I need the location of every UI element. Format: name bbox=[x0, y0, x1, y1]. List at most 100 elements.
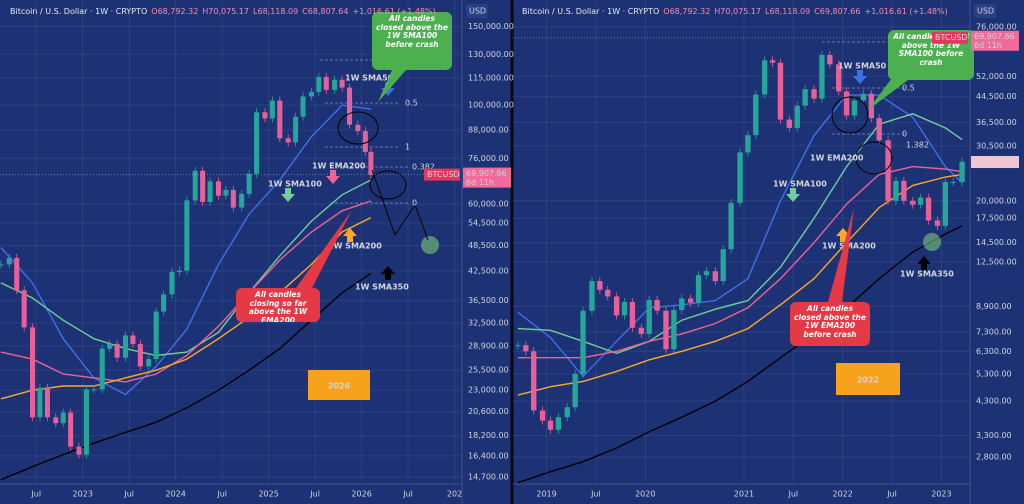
x-tick-label: 2021 bbox=[734, 490, 754, 499]
x-tick-label: Jul bbox=[30, 490, 41, 499]
callout: All candles closed above the 1W EMA200 b… bbox=[794, 304, 866, 338]
header: Bitcoin / U.S. Dollar · 1W · CRYPTO O68,7… bbox=[10, 7, 436, 16]
candle bbox=[827, 54, 833, 65]
candle bbox=[679, 298, 685, 310]
y-tick-label: 14,500.00 bbox=[976, 238, 1017, 247]
y-tick-label: 32,500.00 bbox=[468, 319, 509, 328]
symbol-tag-label: BTCUSD bbox=[935, 33, 968, 42]
y-tick-label: 88,000.00 bbox=[468, 125, 509, 134]
y-tick-label: 23,000.00 bbox=[468, 386, 509, 395]
pointer-arrow bbox=[786, 188, 800, 202]
candle bbox=[836, 64, 842, 92]
highlight-ellipse bbox=[337, 111, 379, 145]
ma-line bbox=[0, 179, 372, 357]
plot-area bbox=[515, 41, 967, 484]
candle bbox=[355, 124, 361, 132]
candle bbox=[802, 89, 808, 106]
y-tick-label: 150,000.00 bbox=[468, 22, 514, 31]
unit-box bbox=[466, 4, 488, 18]
candle bbox=[316, 76, 322, 92]
callout-text: All candles closing so far above the 1W … bbox=[248, 290, 308, 322]
series-label: 1W SMA200 bbox=[328, 242, 382, 251]
candle bbox=[0, 264, 4, 266]
callout-text: All candles closed above the 1W SMA100 b… bbox=[376, 14, 448, 49]
x-tick-label: Jul bbox=[886, 490, 897, 499]
candle bbox=[293, 116, 299, 143]
pointer-arrow bbox=[853, 70, 867, 84]
candle bbox=[68, 412, 74, 447]
callout-tail bbox=[296, 210, 352, 288]
candle bbox=[323, 76, 329, 90]
x-tick-label: 202 bbox=[447, 490, 462, 499]
y-tick-label: 115,000.00 bbox=[468, 74, 514, 83]
ohlc-value: H70,075.17 bbox=[202, 7, 249, 16]
candle bbox=[254, 112, 260, 174]
y-tick-label: 20,600.00 bbox=[468, 407, 509, 416]
callout: All candles closed above the 1W SMA100 b… bbox=[376, 14, 448, 49]
highlight-ellipse bbox=[855, 141, 893, 175]
pointer-arrow bbox=[836, 228, 850, 242]
candle bbox=[277, 100, 283, 139]
candle bbox=[332, 79, 338, 90]
candle bbox=[14, 257, 20, 291]
candle bbox=[777, 62, 784, 120]
x-tick-label: 2022 bbox=[832, 490, 852, 499]
ma-line bbox=[0, 200, 372, 383]
ohlc-value: O68,792.32 bbox=[663, 7, 710, 16]
candle bbox=[169, 272, 175, 295]
pointer-arrow bbox=[281, 188, 295, 202]
countdown: 6d 11h bbox=[974, 41, 1002, 50]
header: Bitcoin / U.S. Dollar · 1W · CRYPTO O68,7… bbox=[522, 7, 948, 16]
target-dot bbox=[923, 233, 941, 251]
price-tag-label: 69,907.66 bbox=[466, 169, 507, 178]
ma-line bbox=[517, 165, 963, 359]
candle bbox=[786, 119, 793, 128]
candle bbox=[230, 189, 236, 208]
fib-label: 1 bbox=[405, 143, 410, 152]
price-tag bbox=[463, 167, 511, 188]
symbol-title: Bitcoin / U.S. Dollar · 1W · CRYPTO bbox=[10, 7, 147, 16]
candle bbox=[246, 173, 252, 194]
candle bbox=[91, 389, 97, 391]
candle bbox=[901, 180, 907, 201]
callout-tail bbox=[828, 208, 854, 302]
candle bbox=[53, 417, 59, 424]
price-tag bbox=[971, 30, 1019, 51]
candle bbox=[215, 181, 221, 196]
x-tick-label: 2025 bbox=[258, 490, 278, 499]
candle bbox=[362, 131, 368, 152]
candle bbox=[161, 294, 167, 312]
candle bbox=[580, 310, 586, 374]
change-value: +1,016.61 (+1.48%) bbox=[353, 7, 436, 16]
fib-label: 0.5 bbox=[902, 84, 915, 93]
candle bbox=[811, 89, 817, 99]
callout-box bbox=[372, 12, 452, 70]
candle bbox=[285, 138, 291, 143]
highlight-ellipse bbox=[831, 96, 869, 134]
candle bbox=[176, 270, 182, 273]
candle bbox=[339, 79, 345, 88]
candle bbox=[114, 343, 120, 358]
candle bbox=[107, 343, 113, 349]
series-label: 1W SMA350 bbox=[355, 283, 409, 292]
highlight-ellipse bbox=[369, 170, 407, 200]
y-tick-label: 30,500.00 bbox=[976, 141, 1017, 150]
candle bbox=[37, 387, 43, 418]
candle bbox=[44, 387, 50, 418]
candle bbox=[819, 54, 825, 99]
y-tick-label: 36,500.00 bbox=[976, 118, 1017, 127]
candle bbox=[99, 348, 105, 390]
candle bbox=[621, 301, 628, 316]
candle bbox=[6, 257, 12, 265]
fib-label: 0.382 bbox=[412, 163, 435, 172]
x-tick-label: 2026 bbox=[351, 490, 371, 499]
ohlc-value: H70,075.17 bbox=[714, 7, 761, 16]
y-tick-label: 44,500.00 bbox=[976, 92, 1017, 101]
y-tick-label: 5,300.00 bbox=[976, 369, 1012, 378]
y-tick-label: 48,500.00 bbox=[468, 241, 509, 250]
year-label: 2026 bbox=[328, 382, 351, 391]
y-tick-label: 25,500.00 bbox=[468, 366, 509, 375]
candle bbox=[910, 200, 916, 205]
symbol-title: Bitcoin / U.S. Dollar · 1W · CRYPTO bbox=[522, 7, 659, 16]
ohlc-value: L68,118.09 bbox=[253, 7, 298, 16]
